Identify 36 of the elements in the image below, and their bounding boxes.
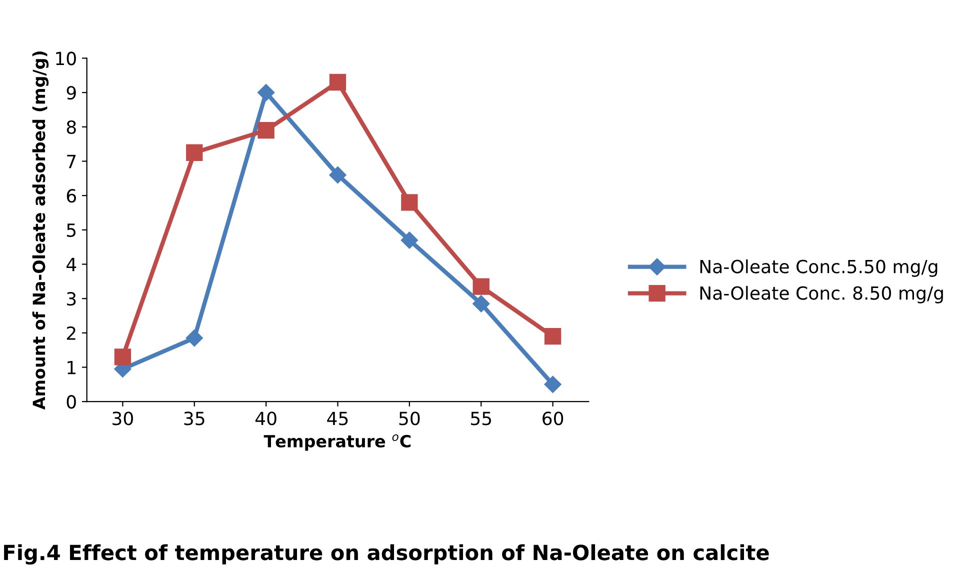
y-tick-label: 8: [66, 120, 76, 134]
y-tick-label: 2: [66, 326, 76, 340]
point: [186, 330, 203, 347]
y-tick-label: 1: [68, 360, 76, 374]
x-tick-label: 60: [542, 412, 564, 426]
point: [544, 328, 562, 345]
point: [258, 122, 274, 139]
x-tick-label: 45: [327, 412, 348, 426]
x-tick-label: 35: [184, 412, 204, 426]
point: [114, 348, 132, 366]
point: [400, 232, 418, 249]
point: [186, 144, 203, 161]
y-tick-label: 6: [66, 189, 76, 203]
x-axis-title: Temperature $^{o}$C: [264, 434, 411, 451]
legend-label: Na-Oleate Conc.5.50 mg/g: [700, 259, 938, 277]
legend-label: Na-Oleate Conc. 8.50 mg/g: [700, 286, 943, 304]
point: [329, 74, 346, 91]
x-tick-label: 55: [471, 412, 492, 426]
y-tick-label: 5: [67, 224, 76, 238]
point: [472, 295, 490, 312]
y-tick-label: 7: [67, 154, 76, 168]
point: [329, 166, 346, 184]
text: Fig.4 Effect of temperature on adsorption of Na-Oleate on calcite: [4, 544, 769, 565]
y-tick-label: 0: [66, 395, 76, 409]
y-tick-label: 9: [66, 86, 76, 100]
x-tick-label: 50: [399, 412, 420, 426]
x-tick-label: 40: [255, 412, 276, 426]
y-tick-label: 10: [56, 52, 76, 66]
point: [544, 376, 562, 393]
point: [258, 84, 275, 102]
x-tick-label: 30: [112, 412, 133, 426]
y-tick-label: 3: [67, 292, 76, 306]
y-tick-label: 4: [66, 258, 76, 272]
point: [472, 278, 490, 295]
y-axis-title: Amount of Na-Oleate adsorbed (mg/g): [32, 52, 49, 410]
point: [401, 194, 418, 211]
